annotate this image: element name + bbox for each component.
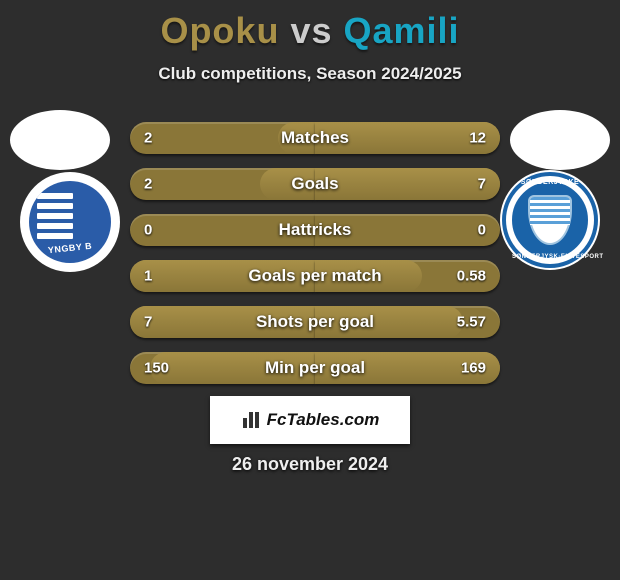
stat-row: 10.58Goals per match (130, 260, 500, 292)
stat-value-right: 169 (461, 360, 486, 377)
stat-bar-right: 0.58 (315, 260, 500, 292)
stat-bar-left: 0 (130, 214, 315, 246)
player2-avatar-placeholder (510, 110, 610, 170)
stat-row: 27Goals (130, 168, 500, 200)
club-badge-left-stripes (37, 193, 73, 249)
club-badge-right-inner: SØNDERJYSKE SØNDERJYSK·ELITESPORT (506, 176, 594, 264)
stat-bar-left: 2 (130, 168, 315, 200)
club-badge-right: SØNDERJYSKE SØNDERJYSK·ELITESPORT (500, 170, 600, 270)
stat-bar-right: 12 (315, 122, 500, 154)
club-badge-right-upper: SØNDERJYSKE (512, 179, 588, 186)
stat-row: 150169Min per goal (130, 352, 500, 384)
stat-row: 212Matches (130, 122, 500, 154)
stat-bar-right: 169 (315, 352, 500, 384)
stat-value-left: 2 (144, 176, 152, 193)
brand-logo-icon (241, 410, 261, 430)
vs-text: vs (290, 10, 332, 51)
stat-bars: 212Matches27Goals00Hattricks10.58Goals p… (130, 122, 500, 398)
stat-row: 75.57Shots per goal (130, 306, 500, 338)
stat-value-left: 150 (144, 360, 169, 377)
stat-bar-right: 0 (315, 214, 500, 246)
stat-value-right: 0 (478, 222, 486, 239)
stat-bar-right: 5.57 (315, 306, 500, 338)
club-badge-left: YNGBY B (20, 172, 120, 272)
player1-avatar-placeholder (10, 110, 110, 170)
stat-bar-left: 7 (130, 306, 315, 338)
stat-value-left: 7 (144, 314, 152, 331)
stat-bar-left: 150 (130, 352, 315, 384)
player2-name: Qamili (344, 10, 460, 51)
stat-value-right: 0.58 (457, 268, 486, 285)
brand-text: FcTables.com (267, 410, 380, 430)
stat-value-right: 7 (478, 176, 486, 193)
stat-value-left: 1 (144, 268, 152, 285)
stat-value-left: 2 (144, 130, 152, 147)
stat-bar-right: 7 (315, 168, 500, 200)
stat-bar-left: 1 (130, 260, 315, 292)
comparison-card: Opoku vs Qamili Club competitions, Seaso… (0, 0, 620, 580)
player1-name: Opoku (160, 10, 279, 51)
club-badge-left-inner: YNGBY B (29, 181, 111, 263)
stat-bar-left: 2 (130, 122, 315, 154)
stat-value-right: 12 (469, 130, 486, 147)
subtitle: Club competitions, Season 2024/2025 (0, 64, 620, 84)
stat-value-right: 5.57 (457, 314, 486, 331)
stat-value-left: 0 (144, 222, 152, 239)
brand-badge[interactable]: FcTables.com (210, 396, 410, 444)
stat-row: 00Hattricks (130, 214, 500, 246)
club-badge-right-lower: SØNDERJYSK·ELITESPORT (512, 254, 588, 260)
date-text: 26 november 2024 (0, 454, 620, 475)
club-badge-right-shield (528, 195, 572, 245)
title: Opoku vs Qamili (0, 0, 620, 52)
